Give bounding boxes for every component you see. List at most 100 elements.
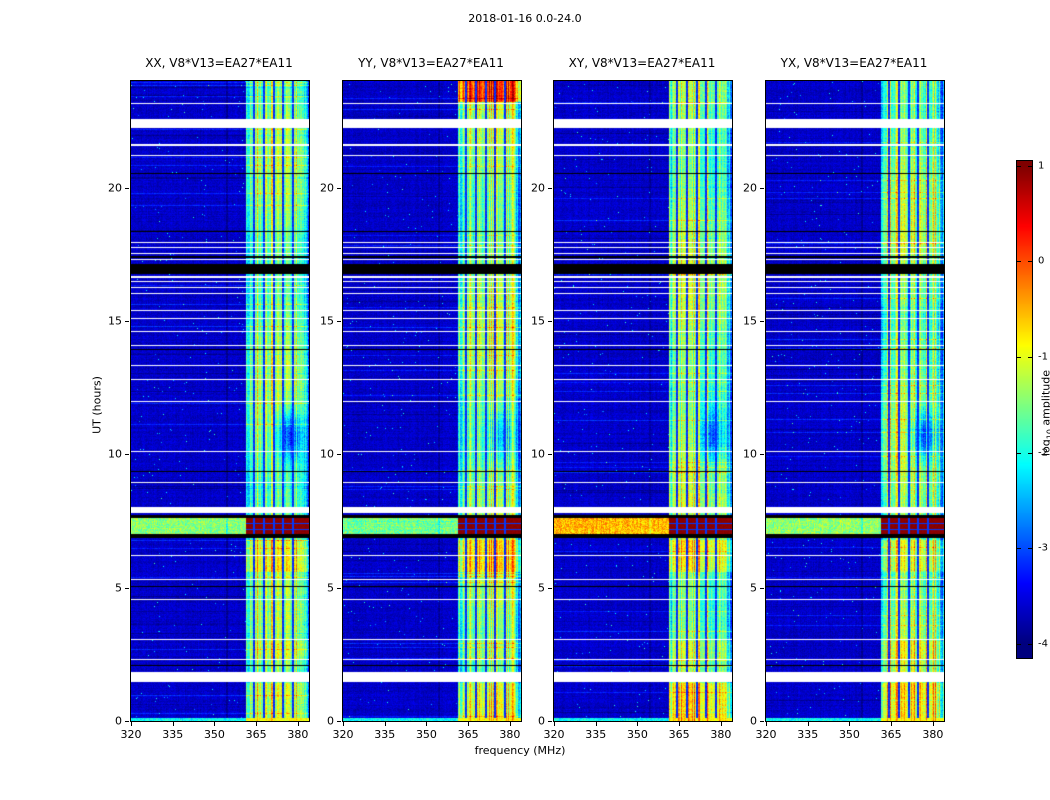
x-tick-label: 335: [797, 728, 819, 741]
y-tick-mark: [125, 587, 129, 589]
colorbar-tick-mark: [1017, 643, 1021, 645]
x-tick-mark: [849, 722, 851, 726]
y-tick-mark: [760, 187, 764, 189]
panel-title-yy: YY, V8*V13=EA27*EA11: [358, 56, 504, 70]
x-tick-mark: [766, 722, 767, 726]
y-tick-mark: [337, 587, 341, 589]
x-tick-mark: [554, 722, 555, 726]
x-tick-mark: [679, 722, 681, 726]
panel-title-yx: YX, V8*V13=EA27*EA11: [780, 56, 928, 70]
x-tick-label: 365: [245, 728, 267, 741]
heatmap-canvas-xx: [131, 81, 309, 721]
y-tick-label: 0: [750, 714, 757, 728]
x-tick-mark: [256, 722, 258, 726]
x-tick-mark: [131, 722, 132, 726]
y-tick-label: 10: [320, 447, 334, 461]
x-tick-mark: [509, 722, 511, 726]
x-tick-mark: [214, 722, 216, 726]
x-tick-label: 335: [374, 728, 396, 741]
colorbar-tick-label: -1: [1038, 351, 1048, 363]
x-tick-mark: [932, 722, 934, 726]
y-tick-mark: [760, 454, 764, 456]
heatmap-canvas-xy: [554, 81, 732, 721]
y-tick-label: 20: [320, 181, 334, 195]
x-tick-label: 320: [332, 728, 354, 741]
colorbar-tick-label: 1: [1038, 160, 1045, 172]
x-tick-label: 365: [880, 728, 902, 741]
y-tick-mark: [125, 454, 129, 456]
x-tick-mark: [426, 722, 428, 726]
x-tick-label: 350: [203, 728, 225, 741]
y-tick-mark: [760, 721, 764, 722]
y-tick-label: 5: [327, 581, 334, 595]
y-tick-label: 10: [108, 447, 122, 461]
x-tick-label: 350: [626, 728, 648, 741]
x-tick-label: 335: [162, 728, 184, 741]
colorbar-tick-mark: [1028, 548, 1032, 550]
colorbar-tick-mark: [1017, 452, 1021, 454]
y-tick-label: 10: [743, 447, 757, 461]
y-tick-label: 15: [743, 314, 757, 328]
panel-xy-heatmap: [553, 80, 733, 722]
colorbar-tick-mark: [1028, 165, 1032, 167]
x-tick-label: 380: [287, 728, 309, 741]
y-tick-label: 5: [538, 581, 545, 595]
y-tick-label: 5: [115, 581, 122, 595]
colorbar-tick-label: 0: [1038, 255, 1045, 267]
panel-title-xx: XX, V8*V13=EA27*EA11: [145, 56, 293, 70]
y-tick-label: 10: [531, 447, 545, 461]
x-tick-mark: [595, 722, 597, 726]
colorbar-tick-mark: [1028, 261, 1032, 263]
colorbar-tick-label: -4: [1038, 638, 1048, 650]
y-tick-mark: [125, 721, 129, 722]
panel-title-xy: XY, V8*V13=EA27*EA11: [568, 56, 716, 70]
colorbar-tick-label: -3: [1038, 542, 1048, 554]
x-tick-label: 350: [415, 728, 437, 741]
y-tick-label: 0: [115, 714, 122, 728]
colorbar-tick-mark: [1017, 356, 1021, 358]
y-tick-mark: [337, 187, 341, 189]
x-tick-label: 380: [499, 728, 521, 741]
x-tick-label: 380: [922, 728, 944, 741]
y-tick-label: 20: [108, 181, 122, 195]
colorbar-tick-mark: [1028, 452, 1032, 454]
panel-yy-heatmap: [342, 80, 522, 722]
y-tick-label: 0: [327, 714, 334, 728]
y-tick-mark: [337, 454, 341, 456]
y-tick-label: 15: [320, 314, 334, 328]
colorbar-label-sub: 10: [1045, 429, 1050, 440]
x-tick-mark: [384, 722, 386, 726]
colorbar-label-post: amplitude: [1039, 369, 1050, 426]
heatmap-canvas-yy: [343, 81, 521, 721]
figure-title: 2018-01-16 0.0-24.0: [468, 12, 582, 25]
x-tick-mark: [343, 722, 344, 726]
colorbar-tick-mark: [1028, 643, 1032, 645]
x-tick-mark: [720, 722, 722, 726]
x-tick-mark: [297, 722, 299, 726]
x-axis-label: frequency (MHz): [474, 744, 566, 757]
y-tick-mark: [548, 187, 552, 189]
y-tick-label: 15: [108, 314, 122, 328]
y-tick-mark: [337, 321, 341, 322]
y-tick-mark: [337, 721, 341, 722]
y-tick-mark: [125, 321, 129, 322]
x-tick-mark: [807, 722, 809, 726]
colorbar-tick-mark: [1017, 165, 1021, 167]
y-tick-mark: [548, 454, 552, 456]
x-tick-mark: [172, 722, 174, 726]
y-tick-mark: [548, 321, 552, 322]
y-tick-label: 20: [531, 181, 545, 195]
x-tick-mark: [891, 722, 893, 726]
colorbar-label-text: log10 amplitude: [1039, 370, 1050, 456]
y-tick-mark: [548, 587, 552, 589]
x-tick-label: 380: [710, 728, 732, 741]
panel-xx-heatmap: [130, 80, 310, 722]
x-tick-label: 320: [755, 728, 777, 741]
x-tick-label: 350: [838, 728, 860, 741]
colorbar-tick-mark: [1017, 548, 1021, 550]
y-tick-label: 15: [531, 314, 545, 328]
x-tick-label: 335: [585, 728, 607, 741]
x-tick-label: 365: [457, 728, 479, 741]
x-tick-label: 365: [668, 728, 690, 741]
